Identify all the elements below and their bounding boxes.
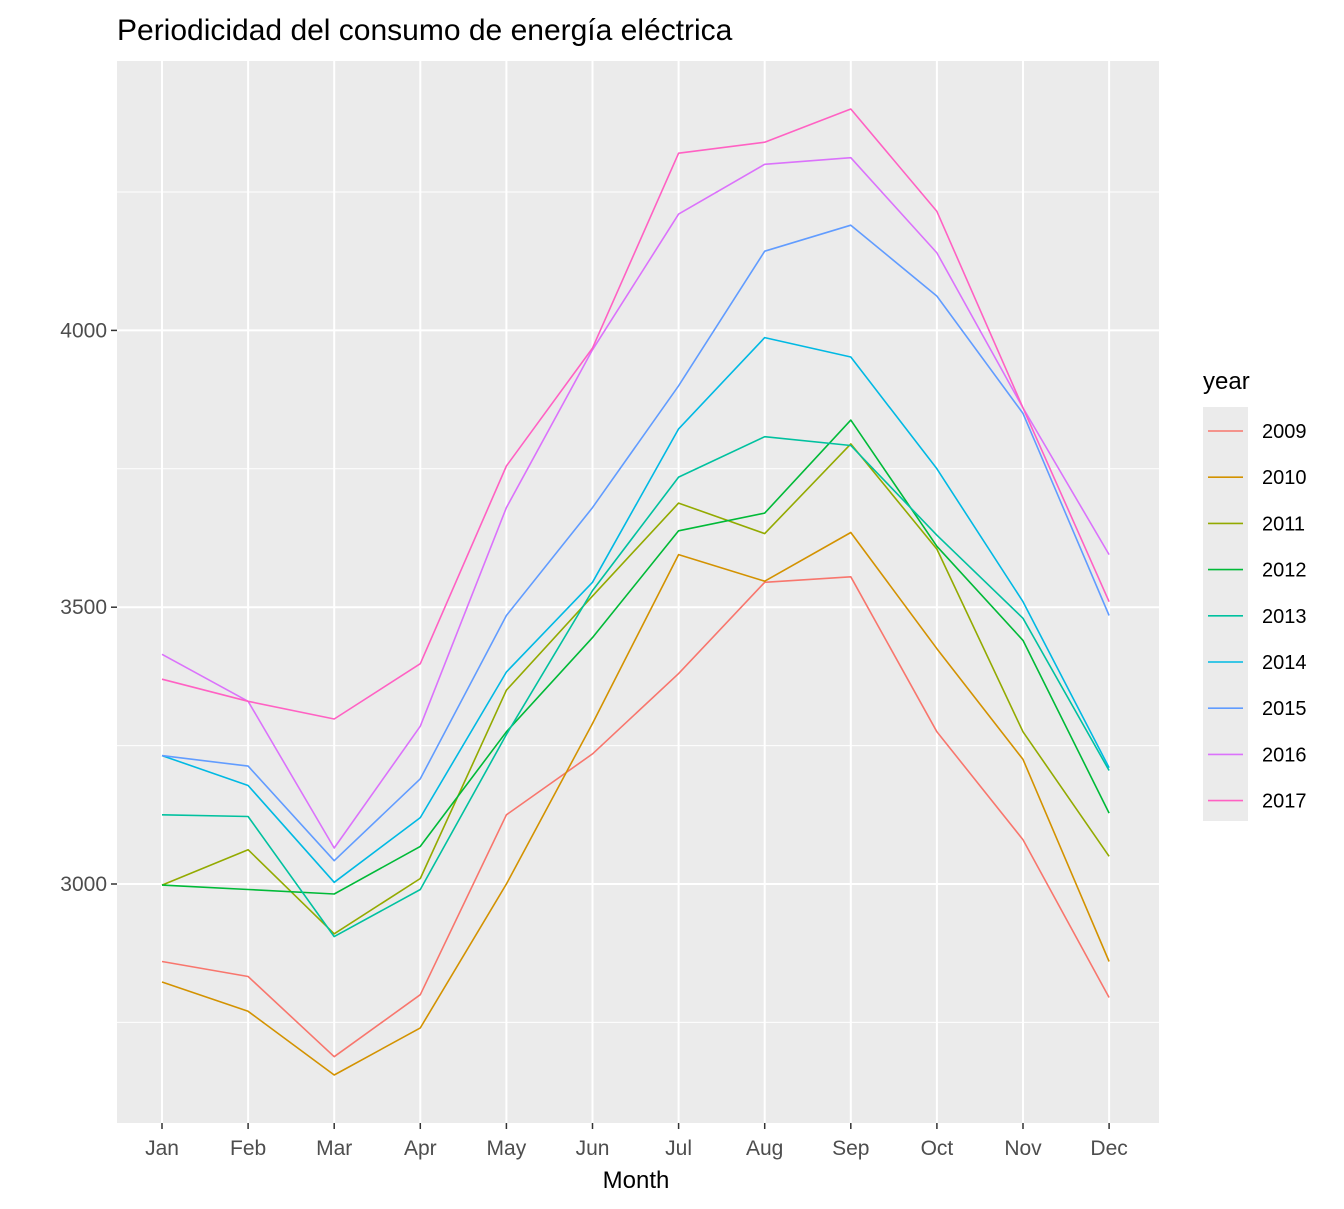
x-tick-label: Apr [404,1137,437,1160]
legend-label-2017: 2017 [1262,791,1307,813]
x-tick-label: Nov [1004,1137,1042,1160]
series-line-2014 [161,336,1110,884]
legend-items: 2009 2010 2011 2012 2013 2014 2015 2016 2017 [1208,421,1307,813]
legend-label-2016: 2016 [1262,744,1307,766]
plot-panel [117,61,1159,1123]
series-line-2009 [161,575,1110,1058]
series-line-2015 [161,224,1110,862]
legend-label-2015: 2015 [1262,698,1307,720]
legend-label-2013: 2013 [1262,606,1307,628]
x-tick-label: Oct [921,1137,954,1160]
x-tick-label: Jan [145,1137,179,1160]
x-axis-title: Month [603,1167,670,1194]
legend-label-2014: 2014 [1262,652,1307,674]
series-line-2011 [161,443,1110,935]
legend-title: year [1203,368,1250,395]
legend-key-background [1203,407,1248,821]
series-line-2013 [161,435,1110,938]
y-tick-label: 3500 [60,596,107,619]
x-tick-label: May [487,1137,527,1160]
legend-label-2009: 2009 [1262,421,1307,443]
series-lines [161,108,1110,1076]
x-tick-label: Sep [832,1137,869,1160]
y-tick-label: 4000 [60,319,107,342]
y-tick-label: 3000 [60,873,107,896]
x-tick-label: Jun [576,1137,610,1160]
series-line-2016 [161,156,1110,849]
legend-label-2010: 2010 [1262,467,1307,489]
legend-label-2011: 2011 [1262,513,1305,535]
series-line-2017 [161,108,1110,720]
x-axis: Jan Feb Mar Apr May Jun Jul Aug Sep Oct Nov Dec [145,1123,1128,1160]
series-line-2012 [161,419,1110,895]
x-tick-label: Jul [665,1137,692,1160]
x-tick-label: Dec [1090,1137,1127,1160]
chart-title: Periodicidad del consumo de energía eléc… [117,14,733,47]
x-tick-label: Feb [230,1137,266,1160]
x-tick-label: Aug [746,1137,783,1160]
x-tick-label: Mar [316,1137,352,1160]
legend: year 2009 2010 2011 2012 2013 2014 2015 2016 201… [1203,368,1307,821]
y-axis: 3000 3500 4000 [60,319,117,896]
legend-label-2012: 2012 [1262,560,1307,582]
series-line-2010 [161,531,1110,1076]
